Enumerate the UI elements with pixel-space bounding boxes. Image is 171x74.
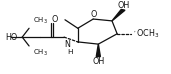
Text: O: O (51, 15, 58, 24)
Text: O: O (90, 10, 96, 19)
Polygon shape (112, 9, 125, 21)
Text: N: N (64, 40, 70, 49)
Text: HO: HO (5, 33, 18, 42)
Text: OH: OH (118, 1, 130, 10)
Text: OH: OH (92, 57, 104, 66)
Text: H: H (67, 49, 73, 55)
Text: CH$_3$: CH$_3$ (33, 48, 48, 58)
Text: CH$_3$: CH$_3$ (33, 16, 48, 26)
Text: $^,$OCH$_3$: $^,$OCH$_3$ (133, 27, 159, 40)
Polygon shape (96, 44, 100, 57)
